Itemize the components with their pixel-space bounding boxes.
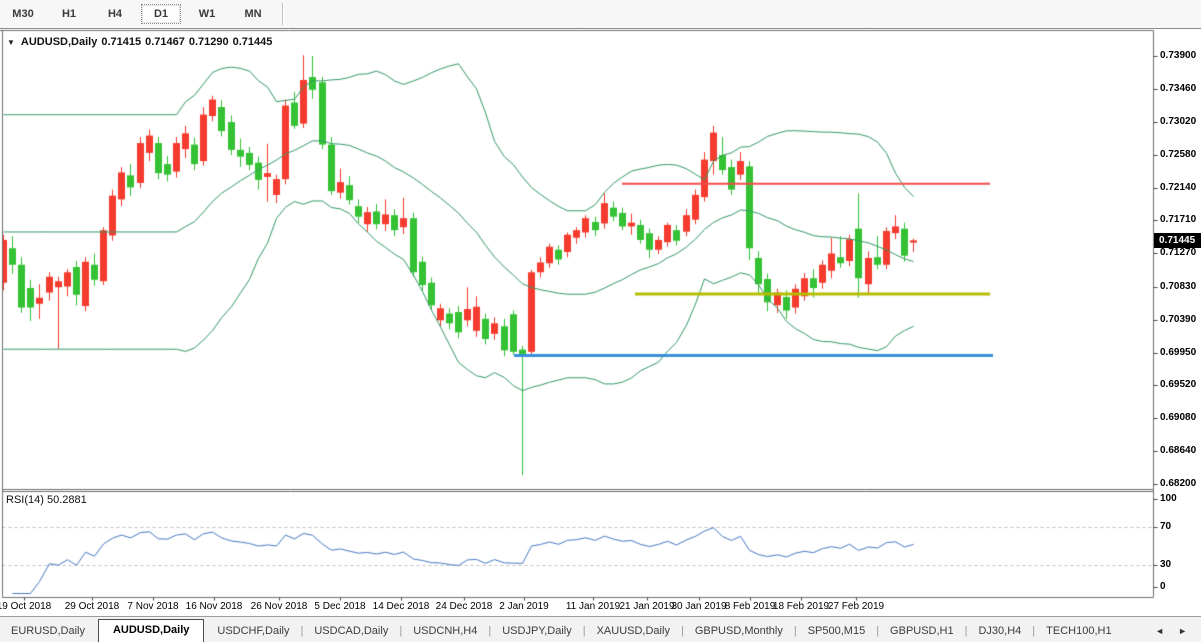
date-axis-label: 5 Dec 2018 [314, 601, 366, 612]
tab-separator: | [399, 625, 403, 637]
rsi-name: RSI(14) [6, 494, 44, 506]
tab-separator: | [488, 625, 492, 637]
chart-tabs-bar: EURUSD,Daily AUDUSD,Daily USDCHF,Daily | USD… [0, 616, 1201, 642]
chart-symbol: AUDUSD,Daily [20, 36, 98, 48]
date-axis-label: 7 Nov 2018 [127, 601, 179, 612]
tab-eurusd-daily[interactable]: EURUSD,Daily [11, 625, 85, 637]
tab-gbpusd-monthly[interactable]: GBPUSD,Monthly [694, 625, 783, 637]
tab-separator: | [793, 625, 797, 637]
tab-sp500-m15[interactable]: SP500,M15 [807, 625, 866, 637]
timeframe-button-w1[interactable]: W1 [198, 8, 216, 20]
tab-separator: | [876, 625, 880, 637]
tab-usdcad-daily[interactable]: USDCAD,Daily [314, 625, 389, 637]
date-axis-label: 18 Feb 2019 [772, 601, 830, 612]
price-axis-label: 0.73020 [1160, 116, 1197, 128]
price-axis-label: 0.72140 [1160, 182, 1197, 194]
rsi-axis-label: 30 [1160, 559, 1172, 570]
tabs-scroll-right-icon[interactable]: ► [1178, 626, 1187, 636]
price-axis-label: 0.70390 [1160, 313, 1197, 325]
date-axis-label: 30 Jan 2019 [671, 601, 727, 612]
tab-separator: | [1032, 625, 1036, 637]
date-axis-label: 26 Nov 2018 [250, 601, 308, 612]
price-axis-label: 0.73460 [1160, 83, 1197, 95]
rsi-indicator-label: RSI(14) 50.2881 [6, 494, 87, 506]
tab-separator: | [582, 625, 586, 637]
timeframe-button-d1[interactable]: D1 [141, 4, 181, 24]
price-axis-label: 0.70830 [1160, 280, 1197, 292]
rsi-axis-label: 100 [1160, 493, 1177, 504]
price-axis-label: 0.69080 [1160, 411, 1197, 423]
timeframe-button-mn[interactable]: MN [244, 8, 262, 20]
date-axis-label: 8 Feb 2019 [724, 601, 776, 612]
timeframe-toolbar: M30 H1 H4 D1 W1 MN [0, 0, 1201, 29]
date-axis-label: 24 Dec 2018 [435, 601, 493, 612]
date-axis-label: 19 Oct 2018 [0, 601, 52, 612]
tab-separator: | [300, 625, 304, 637]
current-price-tag: 0.71445 [1154, 233, 1201, 249]
tab-separator: | [680, 625, 684, 637]
price-axis-label: 0.73900 [1160, 50, 1197, 61]
quote-high: 0.71467 [145, 36, 185, 48]
timeframe-button-h1[interactable]: H1 [61, 8, 77, 20]
tab-usdchf-daily[interactable]: USDCHF,Daily [217, 625, 290, 637]
tab-dj30-h4[interactable]: DJ30,H4 [978, 625, 1022, 637]
rsi-axis-label: 0 [1160, 581, 1166, 592]
price-axis-label: 0.69950 [1160, 346, 1197, 358]
tab-gbpusd-h1[interactable]: GBPUSD,H1 [890, 625, 954, 637]
date-axis-label: 21 Jan 2019 [619, 601, 675, 612]
date-axis-label: 16 Nov 2018 [185, 601, 243, 612]
symbol-dropdown-icon[interactable]: ▼ [7, 38, 15, 47]
date-axis-label: 2 Jan 2019 [499, 601, 549, 612]
date-axis-label: 11 Jan 2019 [565, 601, 621, 612]
timeframe-button-h4[interactable]: H4 [107, 8, 123, 20]
tab-usdjpy-daily[interactable]: USDJPY,Daily [502, 625, 572, 637]
tab-separator: | [964, 625, 968, 637]
chart-title: ▼ AUDUSD,Daily 0.71415 0.71467 0.71290 0.7144… [7, 36, 276, 48]
toolbar-separator [282, 3, 284, 25]
price-axis-label: 0.72580 [1160, 149, 1197, 161]
quote-low: 0.71290 [188, 36, 229, 48]
tab-audusd-daily[interactable]: AUDUSD,Daily [97, 619, 205, 642]
price-axis-label: 0.68200 [1160, 477, 1197, 489]
price-axis-label: 0.69520 [1160, 378, 1197, 390]
price-axis-label: 0.71710 [1160, 214, 1197, 226]
rsi-value: 50.2881 [46, 494, 87, 506]
date-axis-label: 14 Dec 2018 [372, 601, 430, 612]
date-axis-label: 29 Oct 2018 [64, 601, 120, 612]
date-axis-label: 27 Feb 2019 [827, 601, 885, 612]
timeframe-button-m30[interactable]: M30 [12, 8, 34, 20]
tab-xauusd-daily[interactable]: XAUUSD,Daily [596, 625, 670, 637]
price-axis-label: 0.71270 [1160, 247, 1197, 259]
tab-usdcnh-h4[interactable]: USDCNH,H4 [413, 625, 478, 637]
quote-close: 0.71445 [232, 36, 273, 48]
tab-tech100-h1[interactable]: TECH100,H1 [1046, 625, 1112, 637]
quote-open: 0.71415 [101, 36, 142, 48]
rsi-axis-label: 70 [1160, 521, 1172, 532]
tabs-scroll-left-icon[interactable]: ◄ [1155, 626, 1165, 636]
price-axis-label: 0.68640 [1160, 444, 1197, 456]
